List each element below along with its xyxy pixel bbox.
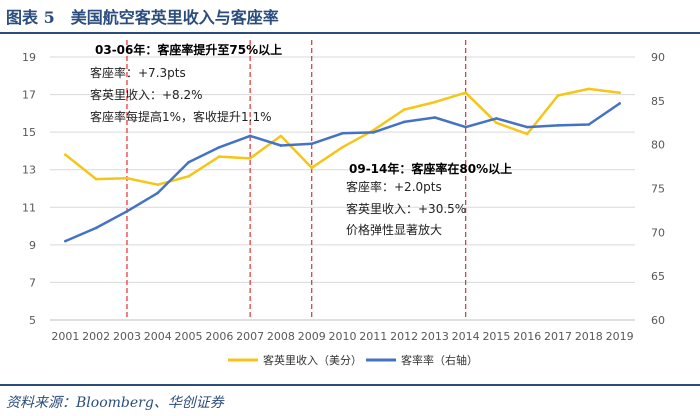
x-tick-label: 2019 [606, 330, 634, 343]
annotation-2-line-2: 客英里收入：+30.5% [346, 201, 466, 216]
y-left-tick-label: 7 [29, 276, 36, 289]
source-bar: 资料来源：Bloomberg、华创证券 [0, 384, 700, 416]
x-tick-label: 2013 [421, 330, 449, 343]
y-left-tick-labels: 5 7 9 11 13 15 17 19 [22, 51, 36, 327]
data-point [587, 123, 591, 126]
y-left-tick-label: 19 [22, 51, 36, 64]
data-point [156, 191, 160, 195]
x-tick-label: 2012 [390, 330, 418, 343]
y-right-tick-label: 90 [651, 51, 665, 64]
data-point [433, 116, 437, 119]
x-tick-label: 2011 [359, 330, 387, 343]
y-left-tick-label: 17 [22, 89, 36, 102]
y-right-tick-label: 65 [651, 270, 665, 283]
series-lines [64, 87, 621, 243]
x-tick-label: 2016 [513, 330, 541, 343]
annotation-2-line-3: 价格弹性显著放大 [346, 222, 442, 237]
data-point [218, 155, 221, 158]
data-point [64, 239, 67, 243]
x-tick-label: 2015 [482, 330, 510, 343]
y-left-tick-label: 15 [22, 126, 36, 139]
data-point [433, 100, 437, 104]
vertical-reference-lines [126, 40, 467, 320]
data-point [125, 209, 129, 213]
data-point [587, 87, 591, 91]
data-point [187, 160, 190, 164]
series-line-revenue [64, 87, 621, 186]
x-tick-label: 2008 [267, 330, 295, 343]
data-point [64, 153, 67, 156]
y-left-tick-label: 5 [29, 314, 36, 327]
x-tick-label: 2003 [113, 330, 141, 343]
data-point [125, 176, 129, 180]
data-point [310, 142, 314, 146]
data-point [156, 183, 160, 187]
annotation-1-line-3: 客座率每提高1%，客收提升1.1% [90, 109, 272, 124]
x-tick-label: 2005 [175, 330, 203, 343]
data-point [525, 125, 529, 129]
y-right-tick-label: 80 [651, 139, 665, 152]
data-point [464, 125, 467, 129]
annotation-2-line-1: 客座率：+2.0pts [346, 179, 442, 194]
legend: 客英里收入（美分） 客率率（右轴） [228, 353, 478, 367]
data-point [495, 121, 498, 125]
x-tick-label: 2018 [575, 330, 603, 343]
data-point [248, 157, 252, 160]
x-tick-label: 2002 [82, 330, 110, 343]
data-point [556, 94, 560, 97]
annotation-1-line-1: 客座率：+7.3pts [90, 65, 186, 80]
y-right-tick-labels: 60 65 70 75 80 85 90 [651, 51, 665, 327]
x-tick-label: 2017 [544, 330, 572, 343]
y-left-tick-label: 11 [22, 201, 36, 214]
data-point [94, 177, 98, 181]
annotation-1: 03-06年：客座率提升至75%以上 客座率：+7.3pts 客英里收入：+8.… [90, 42, 282, 124]
data-point [495, 117, 498, 120]
x-tick-label: 2007 [236, 330, 264, 343]
data-point [248, 134, 252, 138]
legend-label-load-factor: 客率率（右轴） [401, 353, 478, 367]
annotation-1-line-2: 客英里收入：+8.2% [90, 87, 203, 102]
annotation-1-title: 03-06年：客座率提升至75%以上 [95, 42, 282, 57]
data-point [279, 134, 283, 138]
y-left-tick-label: 9 [29, 239, 36, 252]
x-tick-label: 2006 [205, 330, 233, 343]
data-point [402, 108, 406, 111]
data-point [187, 174, 190, 178]
data-point [218, 145, 221, 149]
y-right-tick-label: 70 [651, 226, 665, 239]
annotation-2: 09-14年：客座率在80%以上 客座率：+2.0pts 客英里收入：+30.5… [346, 161, 512, 237]
data-point [341, 131, 344, 135]
data-point [556, 124, 560, 127]
x-tick-label: 2014 [452, 330, 480, 343]
x-tick-label: 2001 [51, 330, 79, 343]
title-bar: 图表 5 美国航空客英里收入与客座率 [0, 0, 700, 34]
legend-label-revenue: 客英里收入（美分） [263, 353, 362, 367]
y-right-tick-label: 85 [651, 95, 665, 108]
data-point [618, 102, 621, 105]
data-point [618, 91, 621, 94]
x-tick-labels: 2001 2002 2003 2004 2005 2006 2007 2008 2009 2010… [51, 330, 633, 343]
data-point [341, 145, 344, 149]
figure-title: 图表 5 美国航空客英里收入与客座率 [6, 8, 279, 27]
data-point [371, 131, 375, 134]
data-point [94, 226, 98, 230]
y-right-tick-label: 75 [651, 183, 665, 196]
x-tick-label: 2010 [329, 330, 357, 343]
data-point [402, 120, 406, 124]
x-tick-label: 2009 [298, 330, 326, 343]
annotation-2-title: 09-14年：客座率在80%以上 [349, 161, 512, 176]
y-left-tick-label: 13 [22, 164, 36, 177]
y-right-tick-label: 60 [651, 314, 665, 327]
data-point [310, 166, 314, 170]
data-point [464, 91, 467, 94]
source-note: 资料来源：Bloomberg、华创证券 [6, 395, 224, 411]
x-tick-label: 2004 [144, 330, 172, 343]
data-point [279, 144, 283, 147]
data-point [525, 132, 529, 136]
